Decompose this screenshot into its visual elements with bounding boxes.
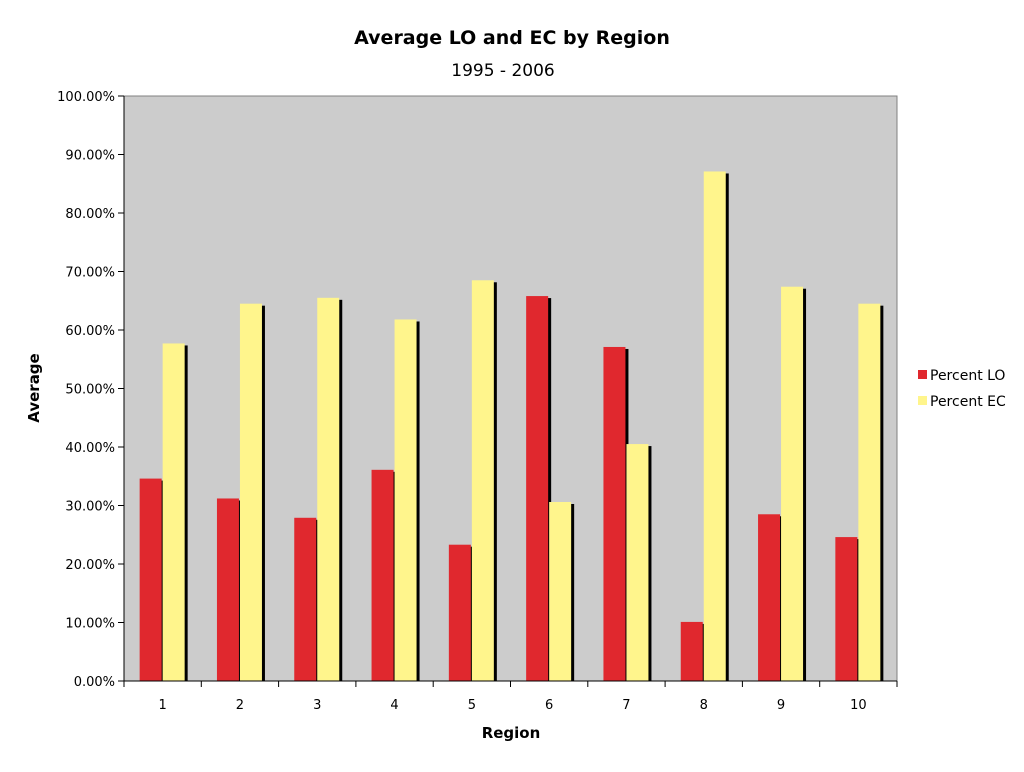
bar-percent-ec-region-5 (471, 280, 494, 681)
legend: Percent LO Percent EC (918, 368, 1006, 410)
bar-percent-ec-region-7 (626, 444, 649, 681)
y-tick-label: 50.00% (65, 383, 115, 398)
bar-percent-lo-region-4 (371, 469, 394, 681)
x-tick-label: 2 (236, 698, 244, 713)
bar-percent-ec-region-2 (239, 303, 262, 681)
x-tick-label: 3 (313, 698, 321, 713)
legend-swatch (918, 370, 927, 379)
x-tick-label: 5 (468, 698, 476, 713)
x-tick-label: 9 (777, 698, 785, 713)
y-tick-label: 30.00% (65, 500, 115, 515)
legend-swatch (918, 396, 927, 405)
bar-percent-ec-region-8 (703, 171, 726, 681)
bar-percent-lo-region-10 (835, 537, 858, 681)
bar-percent-ec-region-1 (162, 343, 185, 681)
axes-layer: 1 2 3 4 5 6 7 8 9 100.00%10.00%20.00%30.00%40.00%… (57, 90, 898, 713)
legend-label: Percent EC (930, 394, 1006, 410)
legend-label: Percent LO (930, 368, 1005, 384)
y-axis-title: Average (25, 353, 43, 422)
bars-layer (139, 171, 884, 681)
bar-percent-lo-region-1 (139, 478, 162, 681)
y-tick-label: 70.00% (65, 266, 115, 281)
bar-percent-ec-region-3 (317, 297, 340, 681)
y-tick-label: 40.00% (65, 441, 115, 456)
x-tick-label: 8 (700, 698, 708, 713)
x-tick-label: 6 (545, 698, 553, 713)
x-tick-label: 1 (159, 698, 167, 713)
bar-percent-ec-region-6 (549, 501, 572, 681)
y-tick-label: 80.00% (65, 207, 115, 222)
bar-percent-lo-region-9 (758, 514, 781, 681)
bar-percent-lo-region-7 (603, 346, 626, 681)
bar-percent-lo-region-8 (680, 621, 703, 681)
bar-percent-lo-region-5 (448, 544, 471, 681)
bar-percent-ec-region-10 (858, 303, 881, 681)
chart-title: Average LO and EC by Region (354, 27, 670, 49)
bar-percent-lo-region-2 (216, 498, 239, 681)
y-tick-label: 20.00% (65, 558, 115, 573)
bar-percent-ec-region-4 (394, 319, 417, 681)
x-axis-title: Region (482, 724, 541, 742)
chart-subtitle: 1995 - 2006 (451, 61, 554, 81)
y-tick-label: 0.00% (74, 675, 115, 690)
x-tick-label: 10 (850, 698, 867, 713)
y-tick-label: 10.00% (65, 617, 115, 632)
y-tick-label: 100.00% (57, 90, 115, 105)
bar-percent-lo-region-6 (526, 296, 549, 681)
y-tick-label: 90.00% (65, 149, 115, 164)
bar-percent-ec-region-9 (781, 286, 804, 681)
x-tick-label: 4 (390, 698, 398, 713)
bar-percent-lo-region-3 (294, 517, 317, 681)
x-tick-label: 7 (622, 698, 630, 713)
y-tick-label: 60.00% (65, 324, 115, 339)
